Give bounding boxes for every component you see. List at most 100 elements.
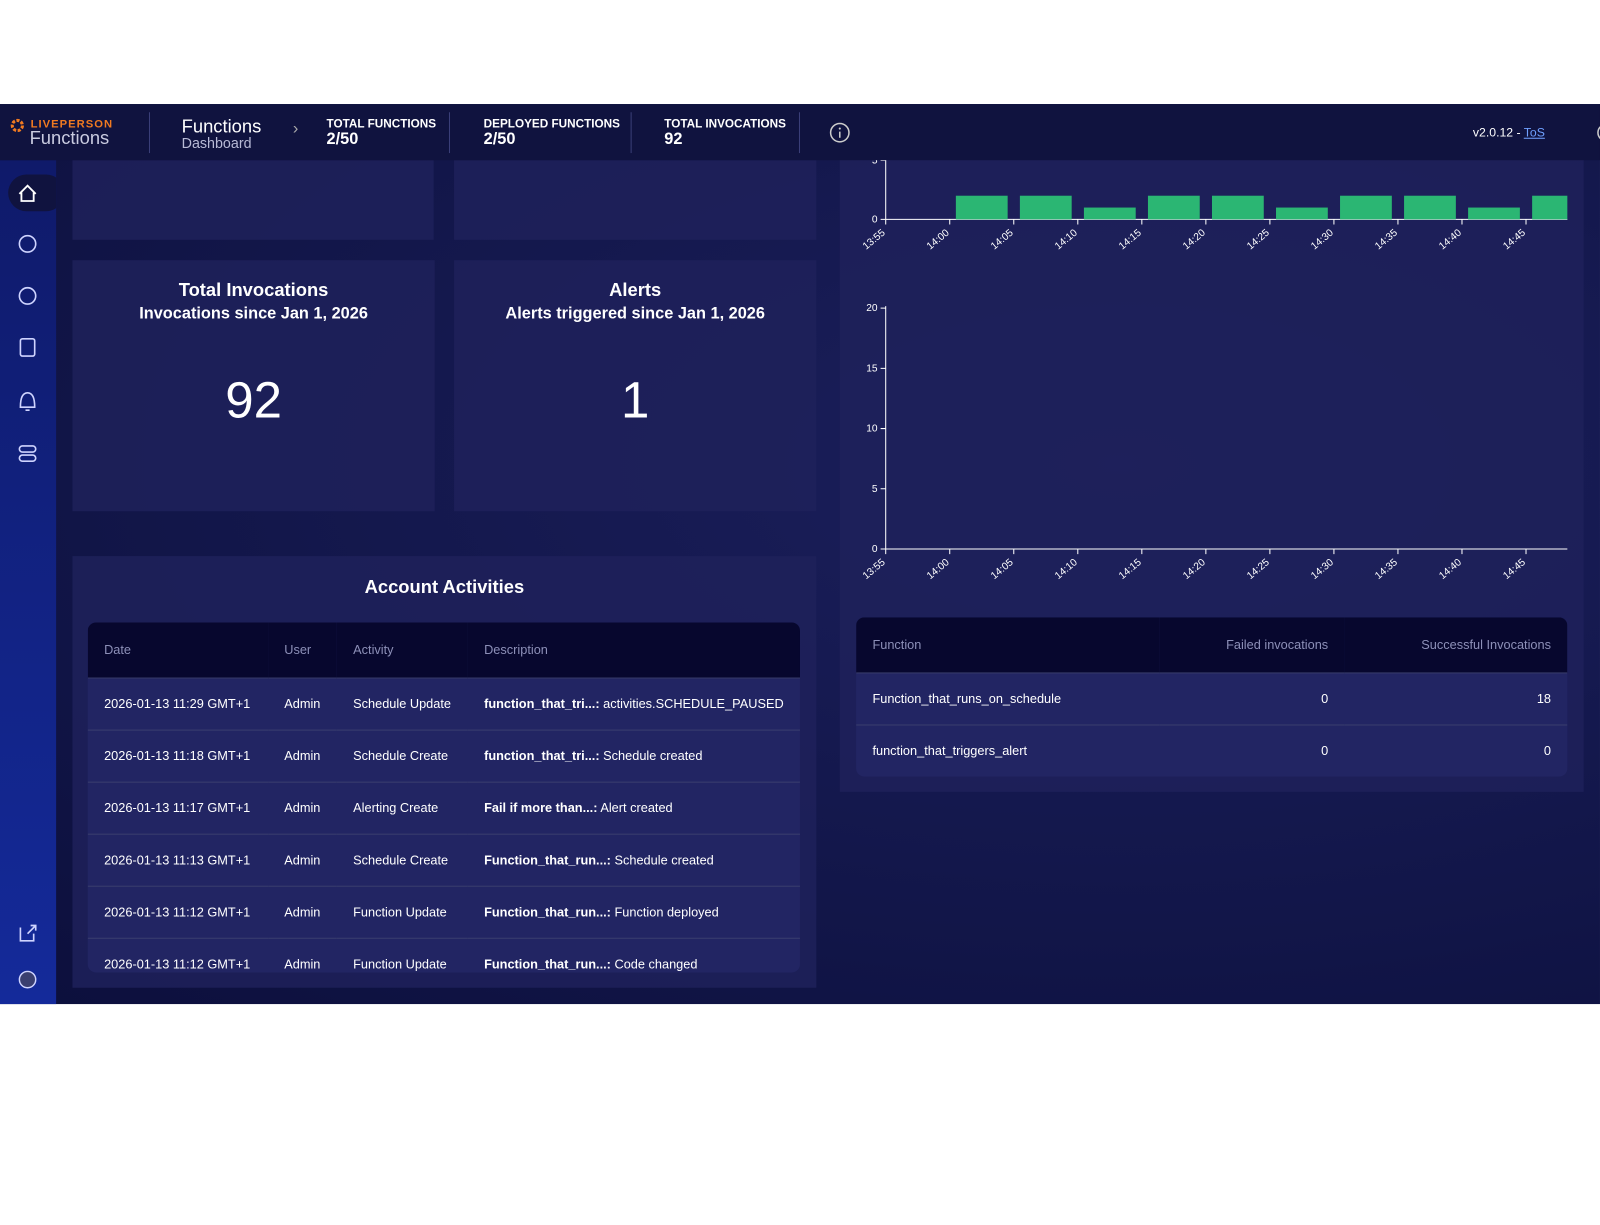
- stat-label: TOTAL FUNCTIONS: [326, 118, 437, 131]
- cell: Function Update: [336, 937, 468, 973]
- home-icon[interactable]: [18, 184, 37, 202]
- x-tick-label: 14:15: [1117, 227, 1144, 252]
- cell: 2026-01-13 11:18 GMT+1: [87, 729, 268, 783]
- cell: 2026-01-13 11:12 GMT+1: [87, 937, 268, 973]
- external-icon[interactable]: [19, 924, 37, 942]
- help-icon[interactable]: ?: [1595, 122, 1600, 144]
- description-target: function_that_tri...:: [484, 696, 600, 712]
- x-tick-label: 14:15: [1117, 557, 1144, 582]
- settings-icon-b: [18, 454, 37, 463]
- y-tick-label: 10: [866, 424, 878, 435]
- product: Functions: [29, 127, 110, 148]
- cell-description: Function_that_run...: Schedule created: [467, 833, 800, 887]
- column-header: Activity: [336, 622, 468, 679]
- chart-panel: 0 5 13:55 14:00 14:05 14:10 14:15 14:20 14:25 14:…: [839, 104, 1584, 792]
- activity-row: 2026-01-13 11:12 GMT+1 Admin Function Upda…: [87, 885, 800, 939]
- user-icon[interactable]: [18, 970, 37, 989]
- cell: 2026-01-13 11:17 GMT+1: [87, 781, 268, 835]
- card-subtitle: Alerts triggered since Jan 1, 2026: [505, 305, 765, 323]
- activity-row: 2026-01-13 11:18 GMT+1 Admin Schedule Crea…: [87, 729, 800, 783]
- stat-card: Alerts Alerts triggered since Jan 1, 2026…: [454, 260, 817, 512]
- tos-link[interactable]: ToS: [1523, 125, 1545, 140]
- x-tick-label: 14:40: [1437, 557, 1464, 582]
- bar: [1468, 207, 1520, 220]
- stat-card: Total Invocations Invocations since Jan 1…: [72, 260, 435, 512]
- cell-description: Fail if more than...: Alert created: [467, 781, 800, 835]
- column-header: Successful Invocations: [1344, 617, 1568, 673]
- column-header: Failed invocations: [1159, 617, 1345, 673]
- description-text: Schedule created: [614, 853, 714, 868]
- cell: 2026-01-13 11:12 GMT+1: [87, 885, 268, 939]
- column-header: Function: [856, 617, 1160, 673]
- column-header: Description: [467, 622, 800, 679]
- cell: 2026-01-13 11:29 GMT+1: [87, 677, 268, 731]
- x-tick-label: 14:35: [1373, 227, 1400, 252]
- x-tick-label: 14:05: [989, 557, 1016, 582]
- card-title: Alerts: [609, 279, 662, 300]
- brand: LIVEPERSON: [30, 118, 114, 131]
- page-title: Functions: [181, 116, 262, 137]
- card-subtitle: Invocations since Jan 1, 2026: [139, 305, 368, 323]
- x-tick-label: 14:05: [989, 227, 1016, 252]
- cell: Schedule Update: [336, 677, 468, 731]
- cell: 2026-01-13 11:13 GMT+1: [87, 833, 268, 887]
- card-partial: [454, 160, 817, 240]
- function-row: function_that_triggers_alert 0 0: [856, 724, 1568, 777]
- column-header: User: [267, 622, 337, 679]
- cell: Admin: [267, 885, 337, 939]
- cell: Admin: [267, 781, 337, 835]
- activity-row: 2026-01-13 11:12 GMT+1 Admin Function Upda…: [87, 937, 800, 973]
- logs-icon[interactable]: [19, 337, 36, 357]
- functions-table: Function Failed invocations Successful Inv…: [856, 617, 1568, 777]
- description-target: Fail if more than...:: [484, 801, 598, 816]
- x-tick-label: 13:55: [861, 227, 888, 252]
- bar: [1147, 195, 1200, 220]
- bar: [1083, 207, 1136, 220]
- cell: function_that_triggers_alert: [856, 724, 1160, 777]
- cell: Admin: [267, 937, 337, 973]
- card-partial: [72, 160, 434, 240]
- activities-table-wrap: Date User Activity Description 2026-01-13 11…: [87, 622, 800, 973]
- card-value: 1: [621, 371, 650, 429]
- stat-label: TOTAL INVOCATIONS: [664, 118, 786, 131]
- description-target: Function_that_run...:: [484, 905, 611, 920]
- cell: Alerting Create: [336, 781, 468, 835]
- header: LIVEPERSON Functions Functions Dashboard…: [0, 104, 1600, 161]
- cell: 0: [1344, 724, 1568, 777]
- cell-description: Function_that_run...: Function deployed: [467, 885, 800, 939]
- description-target: function_that_tri...:: [484, 748, 600, 764]
- card-title: Total Invocations: [178, 279, 329, 300]
- active-tab-bg: [8, 174, 65, 212]
- cell: Function Update: [336, 885, 468, 939]
- x-tick-label: 14:30: [1309, 227, 1336, 252]
- cell-description: Function_that_run...: Code changed: [467, 937, 800, 973]
- functions-icon[interactable]: [18, 234, 37, 253]
- stat-label: DEPLOYED FUNCTIONS: [483, 118, 620, 131]
- cell: 0: [1159, 724, 1345, 777]
- function-row: Function_that_runs_on_schedule 0 18: [856, 672, 1568, 725]
- x-tick-label: 14:45: [1501, 227, 1528, 252]
- schedules-icon[interactable]: [18, 286, 37, 305]
- y-tick-label: 0: [872, 214, 878, 225]
- x-tick-label: 14:35: [1373, 557, 1400, 582]
- bar: [1404, 195, 1456, 220]
- y-tick-label: 5: [872, 484, 878, 495]
- charts: 0 5 13:55 14:00 14:05 14:10 14:15 14:20 14:25 14:…: [861, 155, 1568, 582]
- cell: Admin: [267, 833, 337, 887]
- info-icon[interactable]: [829, 121, 851, 143]
- bar: [1340, 195, 1392, 220]
- x-tick-label: 14:40: [1437, 227, 1464, 252]
- settings-icon[interactable]: [18, 445, 37, 453]
- sidebar-icons: [8, 174, 65, 989]
- description-text: Alert created: [600, 801, 673, 816]
- bar: [1019, 195, 1072, 220]
- description-text: Code changed: [614, 957, 698, 972]
- stat-value: 2/50: [483, 130, 516, 148]
- bar: [955, 195, 1008, 220]
- cell: 18: [1344, 672, 1568, 725]
- description-target: Function_that_run...:: [484, 853, 611, 868]
- cell: Admin: [267, 729, 337, 783]
- column-header: Date: [87, 622, 268, 679]
- alerts-icon[interactable]: [19, 392, 36, 412]
- x-tick-label: 14:10: [1053, 227, 1080, 252]
